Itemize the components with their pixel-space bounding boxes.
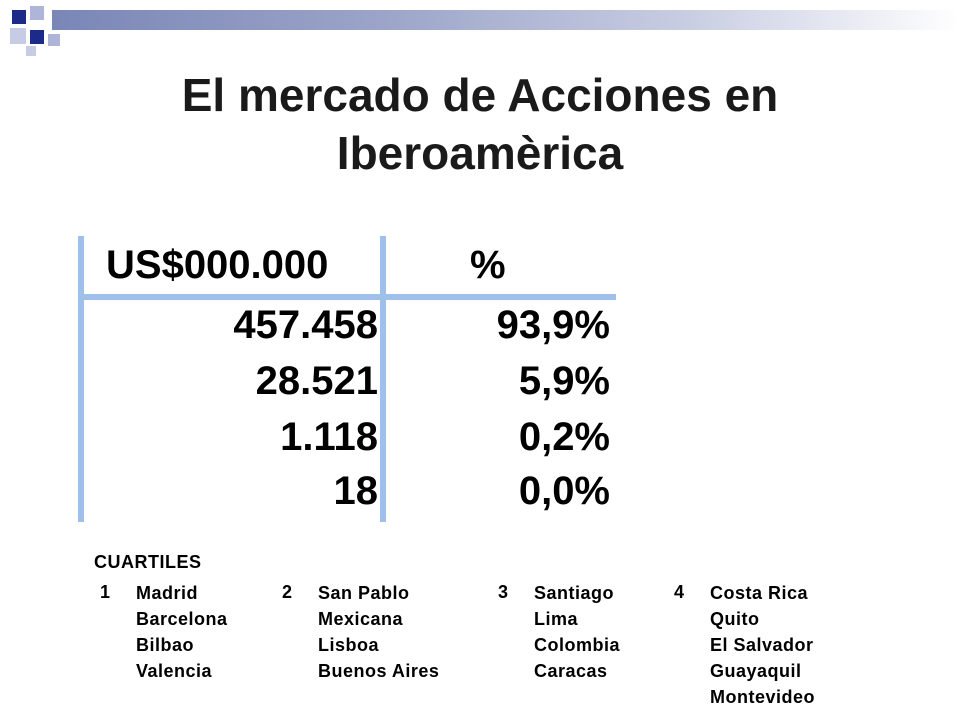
- table-header-value: US$000.000: [106, 243, 329, 287]
- quartile-item: Lima: [534, 609, 579, 629]
- table-cell-value: 18: [333, 469, 379, 513]
- quartile-item: Valencia: [136, 661, 213, 681]
- table-left-rule: [78, 236, 84, 522]
- quartile-item: Montevideo: [710, 687, 816, 707]
- quartile-item: Buenos Aires: [318, 661, 440, 681]
- quartile-item: San Pablo: [318, 583, 410, 603]
- cuartiles-title: CUARTILES: [94, 552, 202, 572]
- quartile-item: Mexicana: [318, 609, 404, 629]
- quartile-item: Bilbao: [136, 635, 195, 655]
- deco-gradient-bar: [52, 10, 960, 30]
- table-cell-value: 1.118: [280, 415, 378, 459]
- deco-square-light: [30, 6, 44, 20]
- slide-title-line2: Iberoamèrica: [336, 127, 624, 179]
- deco-square-light: [48, 34, 60, 46]
- quartile-item: Caracas: [534, 661, 608, 681]
- table-cell-value: 28.521: [255, 359, 378, 403]
- deco-square-light: [10, 28, 26, 44]
- quartile-number: 1: [100, 582, 111, 602]
- table-cell-pct: 0,2%: [518, 415, 610, 459]
- table-header-rule: [78, 294, 616, 300]
- quartile-item: Madrid: [136, 583, 199, 603]
- quartile-item: Costa Rica: [710, 583, 809, 603]
- deco-square-dark: [30, 30, 44, 44]
- table-header-pct: %: [470, 243, 506, 287]
- quartile-number: 2: [282, 582, 293, 602]
- quartile-number: 3: [498, 582, 509, 602]
- quartile-item: Lisboa: [318, 635, 380, 655]
- quartile-item: Colombia: [534, 635, 621, 655]
- deco-square-dark: [12, 10, 26, 24]
- quartile-number: 4: [674, 582, 685, 602]
- deco-square-light: [26, 46, 36, 56]
- table-cell-pct: 93,9%: [496, 303, 610, 347]
- table-cell-pct: 5,9%: [518, 359, 610, 403]
- table-cell-pct: 0,0%: [518, 469, 610, 513]
- quartile-item: Santiago: [534, 583, 615, 603]
- slide-title: El mercado de Acciones en Iberoamèrica: [0, 66, 960, 182]
- quartile-item: Quito: [710, 609, 760, 629]
- quartile-item: Guayaquil: [710, 661, 802, 681]
- table-middle-rule: [380, 236, 386, 522]
- quartile-item: Barcelona: [136, 609, 228, 629]
- slide-title-line1: El mercado de Acciones en: [181, 69, 779, 121]
- table-cell-value: 457.458: [233, 303, 378, 347]
- quartile-item: El Salvador: [710, 635, 814, 655]
